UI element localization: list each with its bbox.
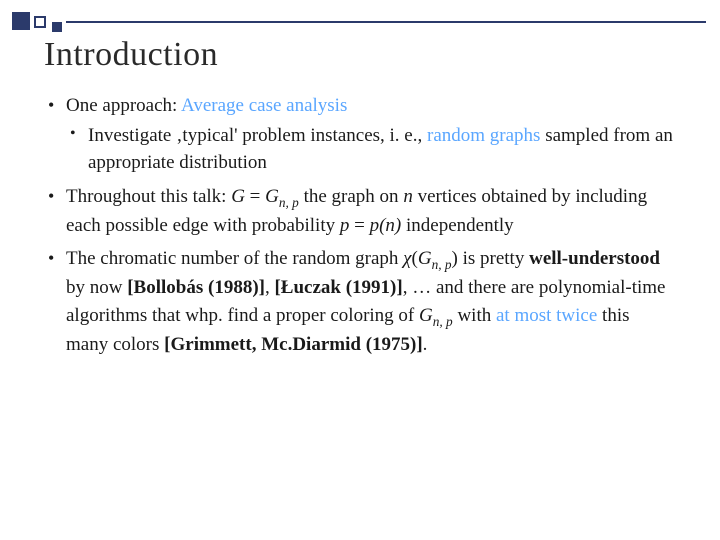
slide-body: Introduction One approach: Average case … bbox=[0, 0, 720, 388]
math-Gnp2-G: G bbox=[418, 248, 432, 269]
bullet-3-well: well-understood bbox=[529, 248, 660, 269]
bullet-2-post: independently bbox=[401, 215, 513, 236]
bullet-1: One approach: Average case analysis Inve… bbox=[44, 92, 676, 177]
slide-decoration bbox=[12, 12, 74, 34]
bullet-1-sublist: Investigate ‚typical' problem instances,… bbox=[66, 122, 676, 177]
bullet-1-lead: One approach: bbox=[66, 95, 181, 116]
decoration-square-small bbox=[52, 22, 62, 32]
bullet-3-end: . bbox=[423, 334, 428, 355]
math-p: p bbox=[340, 215, 350, 236]
ref-grimmett: [Grimmett, Mc.Diarmid (1975)] bbox=[164, 334, 423, 355]
bullet-2-mid1: the graph on bbox=[299, 186, 403, 207]
decoration-rule bbox=[66, 21, 706, 23]
math-Gnp2-sub: n, p bbox=[432, 257, 452, 272]
math-eq2: = bbox=[349, 215, 369, 236]
math-Gnp-sub: n, p bbox=[279, 194, 299, 209]
math-Gnp-G: G bbox=[265, 186, 279, 207]
slide-title: Introduction bbox=[44, 36, 676, 74]
bullet-1-sub-pre: Investigate ‚typical' problem instances,… bbox=[88, 125, 427, 146]
ref-luczak: [Łuczak (1991)] bbox=[274, 277, 402, 298]
bullet-3-mid4: with bbox=[453, 305, 496, 326]
math-chi: χ bbox=[403, 248, 411, 269]
bullet-3-twice: at most twice bbox=[496, 305, 597, 326]
decoration-square-large bbox=[12, 12, 30, 30]
math-eq1: = bbox=[245, 186, 265, 207]
bullet-3-pre: The chromatic number of the random graph bbox=[66, 248, 403, 269]
bullet-1-accent: Average case analysis bbox=[181, 95, 347, 116]
math-G: G bbox=[231, 186, 245, 207]
bullet-list: One approach: Average case analysis Inve… bbox=[44, 92, 676, 358]
bullet-3: The chromatic number of the random graph… bbox=[44, 245, 676, 358]
bullet-2-pre: Throughout this talk: bbox=[66, 186, 231, 207]
bullet-1-sub-accent: random graphs bbox=[427, 125, 540, 146]
decoration-square-outline bbox=[34, 16, 46, 28]
bullet-3-mid2: by now bbox=[66, 277, 127, 298]
math-n: n bbox=[403, 186, 413, 207]
bullet-2: Throughout this talk: G = Gn, p the grap… bbox=[44, 183, 676, 240]
ref-bollobas: [Bollobás (1988)] bbox=[127, 277, 265, 298]
math-pn: p(n) bbox=[370, 215, 402, 236]
bullet-1-sub: Investigate ‚typical' problem instances,… bbox=[66, 122, 676, 177]
bullet-3-mid1: is pretty bbox=[458, 248, 529, 269]
math-Gnp3-sub: n, p bbox=[433, 314, 453, 329]
math-Gnp3-G: G bbox=[419, 305, 433, 326]
